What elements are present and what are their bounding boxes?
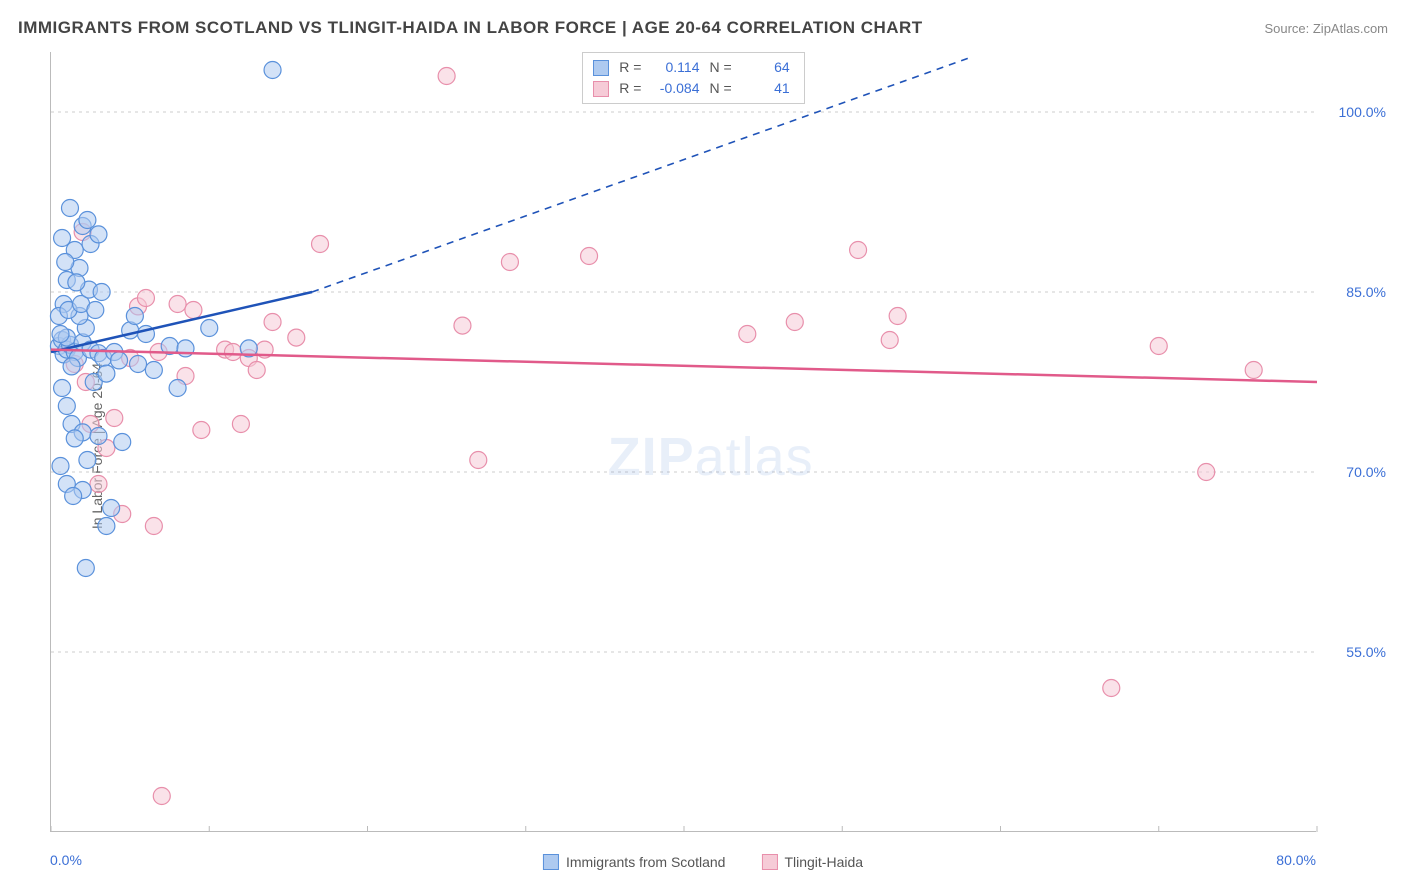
- r-label: R =: [619, 78, 641, 99]
- legend-label-scotland: Immigrants from Scotland: [566, 854, 726, 870]
- correlation-stats-box: R = 0.114 N = 64 R = -0.084 N = 41: [582, 52, 804, 104]
- x-axis-min-label: 0.0%: [50, 852, 82, 868]
- r-value-scotland: 0.114: [651, 57, 699, 78]
- legend-item-scotland: Immigrants from Scotland: [543, 854, 726, 870]
- legend-item-tlingit: Tlingit-Haida: [761, 854, 863, 870]
- chart-plot-area: R = 0.114 N = 64 R = -0.084 N = 41 ZIPat…: [50, 52, 1316, 832]
- n-value-tlingit: 41: [742, 78, 790, 99]
- swatch-tlingit: [593, 81, 609, 97]
- n-value-scotland: 64: [742, 57, 790, 78]
- stats-row-scotland: R = 0.114 N = 64: [593, 57, 789, 78]
- chart-title: IMMIGRANTS FROM SCOTLAND VS TLINGIT-HAID…: [18, 18, 923, 38]
- n-label: N =: [709, 57, 731, 78]
- r-label: R =: [619, 57, 641, 78]
- legend: Immigrants from Scotland Tlingit-Haida: [543, 854, 863, 870]
- legend-label-tlingit: Tlingit-Haida: [784, 854, 863, 870]
- r-value-tlingit: -0.084: [651, 78, 699, 99]
- legend-swatch-tlingit: [761, 854, 777, 870]
- n-label: N =: [709, 78, 731, 99]
- y-tick-label: 55.0%: [1346, 644, 1386, 660]
- y-tick-label: 70.0%: [1346, 464, 1386, 480]
- source-attribution: Source: ZipAtlas.com: [1264, 21, 1388, 36]
- y-tick-label: 100.0%: [1339, 104, 1386, 120]
- swatch-scotland: [593, 60, 609, 76]
- y-tick-label: 85.0%: [1346, 284, 1386, 300]
- x-axis-max-label: 80.0%: [1276, 852, 1316, 868]
- legend-swatch-scotland: [543, 854, 559, 870]
- title-bar: IMMIGRANTS FROM SCOTLAND VS TLINGIT-HAID…: [18, 18, 1388, 38]
- scatter-plot-svg: [51, 52, 1316, 831]
- stats-row-tlingit: R = -0.084 N = 41: [593, 78, 789, 99]
